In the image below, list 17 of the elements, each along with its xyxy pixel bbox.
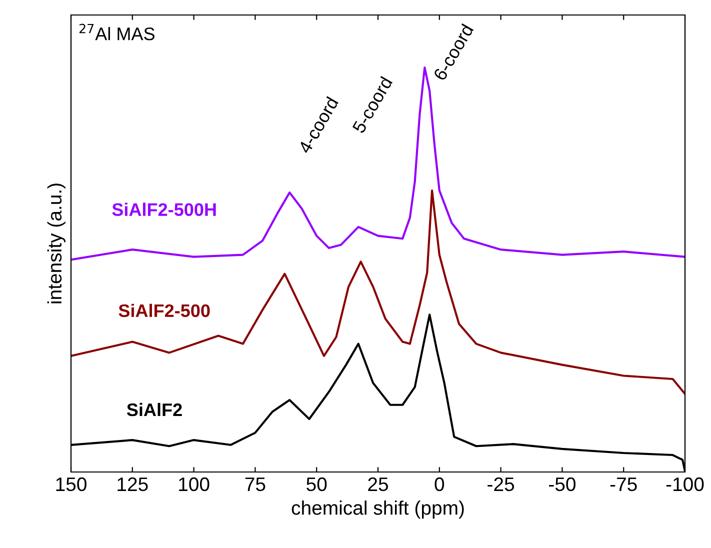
x-tick-label: 100 [179, 477, 210, 492]
x-tick-label: -75 [610, 478, 637, 492]
x-axis-title: chemical shift (ppm) [292, 500, 464, 519]
x-tick-label: 25 [368, 477, 388, 492]
series-label: SiAlF2-500 [118, 304, 210, 318]
text: SiAlF2-500H [112, 202, 216, 216]
x-tick-label: 75 [245, 478, 266, 492]
x-tick-label: -100 [666, 477, 704, 492]
x-tick-label: -50 [549, 477, 576, 492]
x-tick-label: 150 [56, 477, 86, 492]
x-tick-label: -25 [488, 477, 514, 492]
y-axis-title: intensity (a.u.) [47, 184, 66, 304]
x-tick-label: 125 [118, 477, 148, 492]
x-tick-label: 0 [434, 477, 444, 492]
series-label: SiAlF2 [126, 402, 182, 416]
text: $^{27}$Al MAS [79, 24, 154, 40]
x-tick-label: 50 [306, 477, 327, 492]
